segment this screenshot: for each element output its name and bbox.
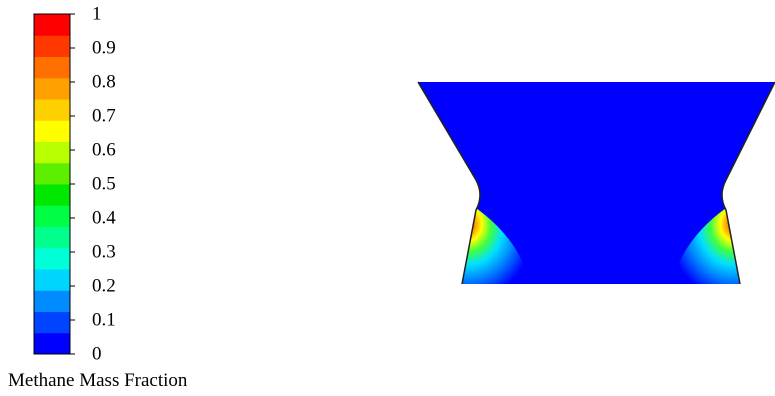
legend-band xyxy=(34,247,70,270)
legend-title: Methane Mass Fraction xyxy=(8,370,188,391)
legend-tick-label: 0.4 xyxy=(92,207,116,229)
legend-tick-label: 0.8 xyxy=(92,71,116,93)
legend-band xyxy=(34,141,70,164)
legend-tick-label: 0 xyxy=(92,343,102,365)
legend-band xyxy=(34,99,70,121)
legend-band xyxy=(34,120,70,142)
legend-tick-label: 0.7 xyxy=(92,105,116,127)
legend-band xyxy=(34,184,70,206)
left-wall-edge xyxy=(417,81,481,285)
legend-band xyxy=(34,162,70,185)
legend-tick-label: 1 xyxy=(92,3,102,25)
legend-tick-label: 0.1 xyxy=(92,309,116,331)
legend-tick-label: 0.6 xyxy=(92,139,116,161)
right-wall-edge xyxy=(721,81,775,285)
legend-band xyxy=(34,269,70,291)
left-jet-region xyxy=(462,208,530,284)
legend-tick-label: 0.2 xyxy=(92,275,116,297)
legend-band xyxy=(34,226,70,249)
legend-svg xyxy=(33,13,75,355)
legend-tick-label: 0.9 xyxy=(92,37,116,59)
legend-band xyxy=(34,205,70,227)
legend-band xyxy=(34,35,70,57)
right-jet-region xyxy=(672,208,740,284)
legend-tick-label: 0.3 xyxy=(92,241,116,263)
legend-tick-label: 0.5 xyxy=(92,173,116,195)
contour-domain xyxy=(418,82,775,284)
legend-band xyxy=(34,290,70,312)
legend-band xyxy=(34,77,70,100)
legend-band xyxy=(34,14,70,36)
legend-bands xyxy=(34,14,70,355)
legend-ticks xyxy=(70,13,75,355)
color-legend: 0 0.1 0.2 0.3 0.4 0.5 0.6 0.7 0.8 0.9 1 Methane Ma… xyxy=(0,0,320,396)
legend-band xyxy=(34,332,70,355)
legend-band xyxy=(34,56,70,79)
legend-band xyxy=(34,311,70,334)
